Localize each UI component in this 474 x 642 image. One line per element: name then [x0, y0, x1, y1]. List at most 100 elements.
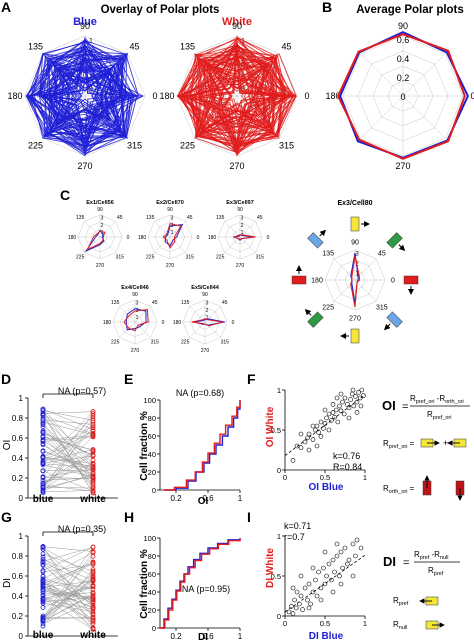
scatter-point [361, 393, 366, 398]
paired-line [42, 546, 94, 552]
oi-pref-label: Rpref_ori = [383, 439, 414, 450]
blue-point [40, 487, 46, 493]
scatter-point [310, 565, 316, 571]
panel-i-xlabel: DI Blue [309, 631, 344, 642]
polar-angle-label: 315 [256, 255, 265, 261]
paired-line [42, 430, 94, 468]
polar-angle-label: 90 [202, 292, 208, 298]
example-cell-trace [164, 224, 184, 247]
paired-line [42, 584, 94, 630]
polar-angle-label: 90 [351, 239, 359, 246]
polar-angle-label: 270 [229, 161, 244, 171]
y-tick-label: 0 [19, 494, 24, 503]
panel-d-xtick-blue: blue [33, 494, 54, 505]
polar-angle-label: 45 [152, 300, 158, 306]
paired-line [42, 419, 94, 425]
paired-line [42, 469, 94, 472]
polar-angle-label: 0 [152, 91, 157, 101]
polar-grid-spoke [360, 53, 446, 139]
x-tick-label: 0 [283, 619, 287, 628]
blue-point [40, 590, 46, 596]
stimulus-bar-icon [291, 265, 307, 285]
paired-line [42, 487, 94, 489]
paired-line [42, 572, 94, 621]
paired-line [42, 413, 94, 461]
scatter-point [310, 423, 316, 429]
polar-angle-label: 270 [395, 161, 410, 171]
panel-g-xtick-white: white [79, 630, 106, 641]
paired-line [42, 581, 94, 629]
polar-angle-label: 180 [325, 91, 340, 101]
blue-point [40, 455, 46, 461]
stimulus-bar [386, 311, 403, 328]
scatter-point [294, 589, 300, 595]
polar-angle-label: 225 [216, 255, 225, 261]
polar-radial-label: 9 [241, 86, 245, 93]
polar-angle-label: 315 [116, 255, 125, 261]
paired-line [42, 546, 94, 629]
di-paired-plot: 1 0.8 0.6 0.4 0.2 0 [12, 531, 118, 641]
polar-angle-label: 135 [181, 300, 190, 306]
polar-radial-label: 1 [171, 230, 174, 236]
scatter-point [357, 395, 363, 401]
panel-d-xtick-white: white [79, 494, 106, 505]
white-point [90, 453, 96, 459]
polar-angle-label: 90 [80, 21, 90, 31]
polar-angle-label: 135 [216, 215, 225, 221]
oi-scatter-plot: 1 0.5 00 0.5 1 [271, 386, 368, 482]
polar-radial-label: 3 [206, 301, 209, 307]
panel-letter-g: G [1, 509, 12, 525]
blue-point [40, 489, 46, 495]
polar-angle-label: 45 [187, 215, 193, 221]
scatter-point [305, 435, 310, 441]
di-pref-stimulus [419, 596, 439, 606]
polar-trace [189, 63, 270, 134]
panel-i-r: r=0.7 [284, 532, 305, 542]
polar-grid-spoke [189, 306, 221, 338]
polar-angle-label: 135 [322, 251, 334, 258]
scatter-point [338, 549, 344, 555]
scatter-point [298, 573, 304, 579]
example-cell-trace [123, 309, 149, 332]
di-formula: DI = Rpref -Rnull Rpref Rpref Rnull [383, 550, 460, 631]
scatter-point [300, 607, 305, 612]
scatter-point [321, 565, 326, 571]
y-tick-label: 0 [152, 624, 156, 633]
paired-line [42, 616, 94, 620]
scatter-point [330, 557, 336, 563]
scatter-point [306, 581, 312, 587]
y-tick-label: 0.6 [12, 434, 24, 443]
polar-angle-label: 45 [129, 42, 139, 52]
panel-i-k: k=0.71 [284, 521, 311, 531]
polar-trace [194, 58, 284, 145]
di-null-label: Rnull [393, 620, 407, 631]
white-point [90, 431, 96, 437]
x-tick-label: 1 [238, 494, 243, 503]
white-point [90, 485, 96, 491]
paired-line [42, 430, 94, 458]
cdf-blue-line [164, 400, 241, 491]
polar-radial-label: 1 [89, 38, 93, 45]
paired-line [42, 561, 94, 587]
scatter-point [346, 557, 352, 563]
example-cell-80-trace [350, 255, 361, 308]
oi-formula-denominator: Rpref_ori [427, 410, 451, 421]
y-tick-label: 1 [277, 386, 281, 395]
scatter-point [326, 561, 332, 567]
paired-line [42, 455, 94, 464]
polar-radial-label: 3 [136, 301, 139, 307]
scatter-point [342, 395, 348, 401]
stimulus-bar [307, 232, 324, 249]
scatter-point [290, 611, 296, 616]
motion-arrow-icon [304, 308, 312, 316]
paired-line [42, 444, 94, 478]
polar-angle-label: 270 [236, 263, 245, 269]
polar-trace [54, 65, 116, 127]
paired-line [42, 592, 94, 596]
stimulus-bar-icon [307, 229, 327, 249]
paired-line [42, 418, 94, 467]
scatter-point [302, 439, 308, 445]
polar-trace [39, 54, 140, 154]
